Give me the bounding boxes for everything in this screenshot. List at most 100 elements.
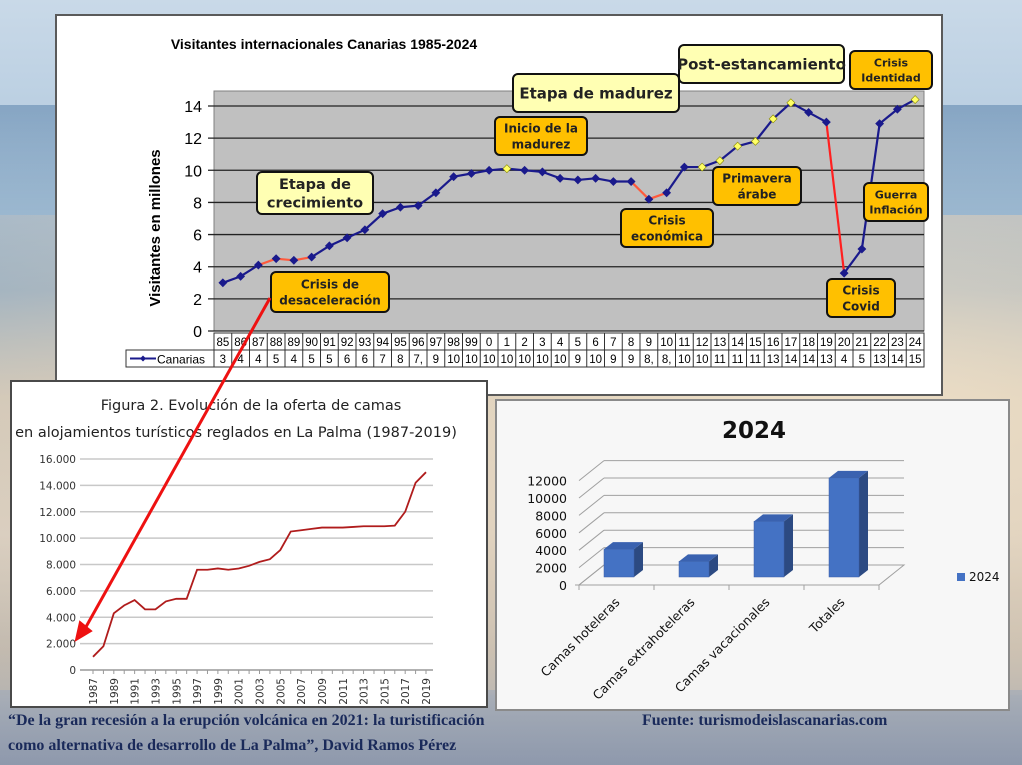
annotation-box [620,208,714,248]
data-point [875,119,885,129]
x-tick-label: 97 [429,337,442,349]
x-tick-label: 1989 [109,678,121,705]
x-tick-label: 8 [628,337,634,349]
series-segment [311,244,330,259]
x-tick-label: 11 [678,337,690,349]
data-point [662,188,672,198]
x-tick-label: 93 [358,337,371,349]
series-segment [630,180,650,200]
x-tick-label: 2013 [359,678,371,705]
data-point [857,244,867,254]
x-tick-label: 2017 [400,678,412,705]
x-tick-label: 7 [610,337,616,349]
x-tick-label: 5 [575,337,581,349]
annotation-text: Inflación [869,203,922,216]
annotation-text: madurez [512,137,571,151]
x-tick-label: 2001 [234,678,246,705]
y-tick-label: 0 [193,324,202,341]
gridline-depth [578,529,605,551]
x-tick-label: 2009 [317,678,329,705]
x-tick-label: 87 [252,337,265,349]
table-value: 13 [820,354,833,366]
annotation-text: Inicio de la [504,121,578,135]
data-point [218,278,228,288]
table-value: 9 [610,354,616,366]
x-tick-label: 96 [412,337,425,349]
y-tick-label: 12000 [527,474,567,489]
annotation-box [678,44,845,84]
x-tick-label: 2019 [421,678,433,705]
series-segment [435,175,455,194]
annotation-text: Etapa de [279,177,351,193]
x-tick-label: 4 [557,337,564,349]
x-tick-label: 91 [323,337,336,349]
table-value: 7, [413,354,423,366]
x-tick-label: 1993 [150,678,162,705]
data-point [484,165,494,175]
table-value: 10 [500,354,513,366]
data-point [236,271,246,281]
table-value: 10 [696,354,709,366]
x-tick-label: 10 [660,337,673,349]
table-value: 10 [465,354,478,366]
legend-swatch [957,573,965,581]
data-point [307,252,317,262]
series-segment [665,166,686,194]
x-tick-label: 16 [767,337,780,349]
y-tick-label: 0 [559,578,567,593]
main-chart-title: Visitantes internacionales Canarias 1985… [171,36,478,52]
bar-side [784,514,793,577]
table-value: 10 [678,354,691,366]
bar-top [604,542,643,550]
x-tick-label: 21 [855,337,868,349]
data-point [679,162,689,172]
y-tick-label: 2000 [535,561,567,576]
x-tick-label: 15 [749,337,762,349]
data-point [378,209,388,219]
series-segment [754,118,774,143]
table-value: 8 [397,354,403,366]
gridline-depth [578,547,605,568]
table-value: 4 [237,354,244,366]
x-tick-label: 23 [891,337,904,349]
table-value: 4 [841,354,848,366]
data-point [520,165,530,175]
gridline-depth [578,512,605,534]
annotation-box [494,116,588,156]
annotation-box [849,50,933,90]
data-point [644,194,654,204]
series-segment [364,212,384,231]
annotation-box [712,166,802,206]
annotation-text: Etapa de madurez [519,84,672,102]
data-point [804,108,814,117]
x-tick-label: 13 [713,337,726,349]
table-value: 4 [291,354,298,366]
x-tick-label: 2015 [379,678,391,705]
data-point [360,225,370,235]
series-segment [843,248,863,274]
table-value: 5 [326,354,332,366]
x-tick-label: 85 [216,337,229,349]
annotation-text: desaceleración [279,293,381,307]
x-tick-label: 2 [521,337,527,349]
series-segment [240,264,259,278]
y-tick-label: 8000 [535,508,567,523]
y-tick-label: 8.000 [46,560,76,572]
bar-top [829,470,868,478]
main-chart: Visitantes internacionales Canarias 1985… [125,36,933,368]
series-segment [896,98,916,111]
bar [828,477,860,578]
y-tick-label: 6 [193,228,202,245]
la-palma-chart-panel: Figura 2. Evolución de la oferta de cama… [10,380,488,708]
table-value: 11 [714,354,726,366]
bar-side [859,470,868,577]
x-tick-label: 14 [731,337,744,349]
gridline-depth [578,477,605,499]
bar-chart-2024: 2024 0 2000 4000 6000 8000 10000 12000 Camas ho… [527,418,999,703]
series-segment [417,191,437,207]
bar-top [679,554,718,562]
x-tick-label: 94 [376,337,389,349]
y-tick-label: 14.000 [39,480,76,492]
x-tick-label: 9 [646,337,652,349]
table-value: 10 [447,354,460,366]
